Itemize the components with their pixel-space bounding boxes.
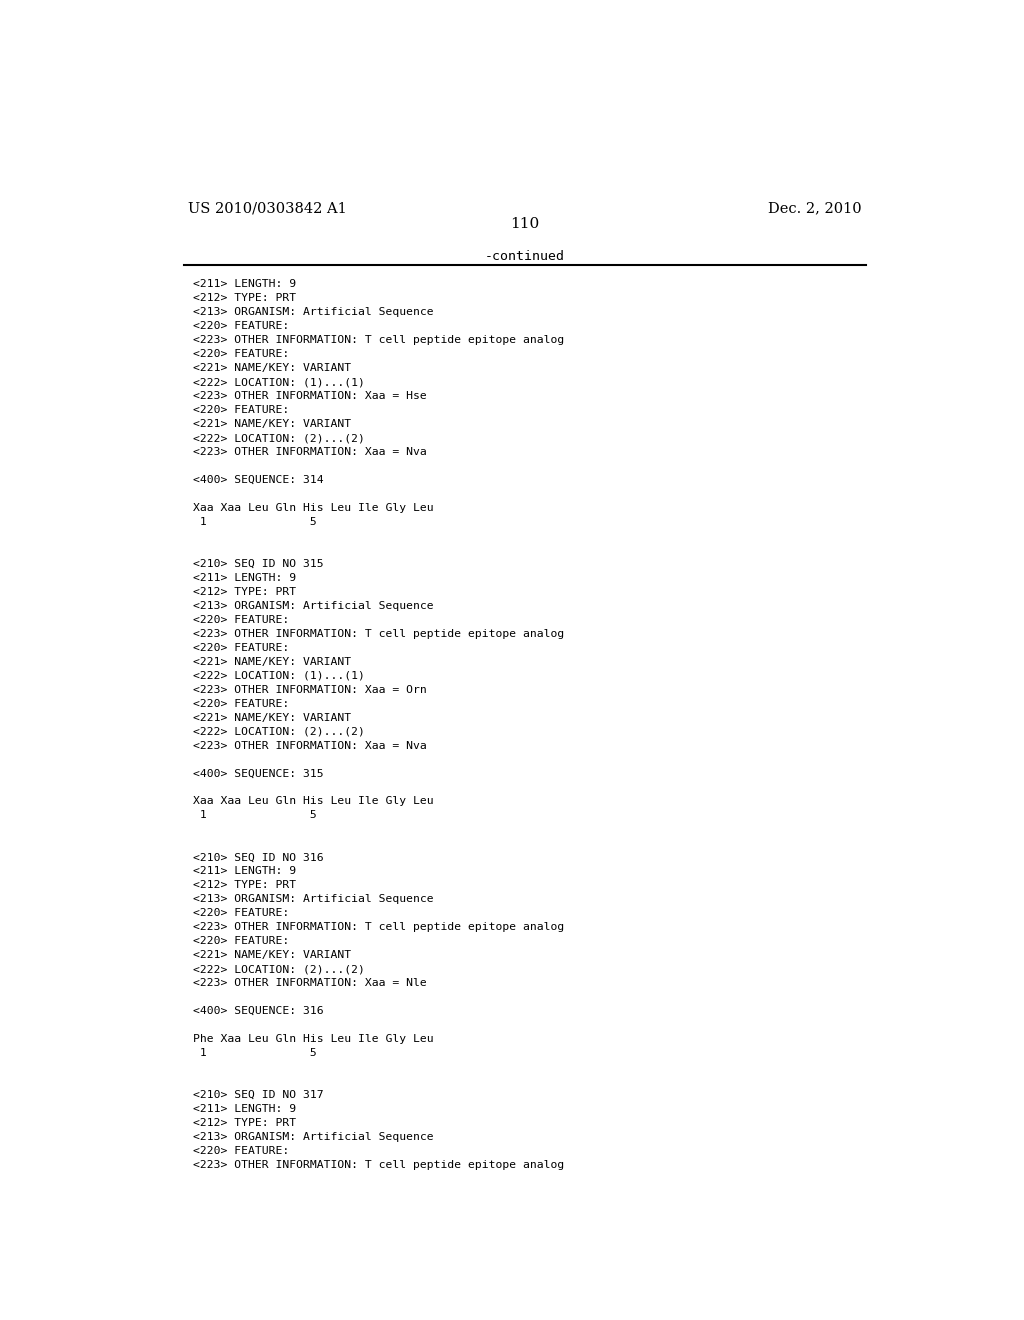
- Text: <212> TYPE: PRT: <212> TYPE: PRT: [194, 1118, 296, 1127]
- Text: <220> FEATURE:: <220> FEATURE:: [194, 698, 290, 709]
- Text: <223> OTHER INFORMATION: Xaa = Orn: <223> OTHER INFORMATION: Xaa = Orn: [194, 685, 427, 694]
- Text: <212> TYPE: PRT: <212> TYPE: PRT: [194, 880, 296, 890]
- Text: <211> LENGTH: 9: <211> LENGTH: 9: [194, 866, 296, 876]
- Text: <210> SEQ ID NO 315: <210> SEQ ID NO 315: [194, 558, 324, 569]
- Text: <220> FEATURE:: <220> FEATURE:: [194, 908, 290, 919]
- Text: <211> LENGTH: 9: <211> LENGTH: 9: [194, 573, 296, 583]
- Text: <210> SEQ ID NO 316: <210> SEQ ID NO 316: [194, 853, 324, 862]
- Text: <222> LOCATION: (1)...(1): <222> LOCATION: (1)...(1): [194, 671, 365, 681]
- Text: Dec. 2, 2010: Dec. 2, 2010: [768, 201, 862, 215]
- Text: 110: 110: [510, 218, 540, 231]
- Text: <220> FEATURE:: <220> FEATURE:: [194, 615, 290, 624]
- Text: <400> SEQUENCE: 316: <400> SEQUENCE: 316: [194, 1006, 324, 1016]
- Text: <212> TYPE: PRT: <212> TYPE: PRT: [194, 587, 296, 597]
- Text: <223> OTHER INFORMATION: T cell peptide epitope analog: <223> OTHER INFORMATION: T cell peptide …: [194, 1160, 564, 1170]
- Text: <223> OTHER INFORMATION: Xaa = Nva: <223> OTHER INFORMATION: Xaa = Nva: [194, 447, 427, 457]
- Text: <212> TYPE: PRT: <212> TYPE: PRT: [194, 293, 296, 304]
- Text: <222> LOCATION: (2)...(2): <222> LOCATION: (2)...(2): [194, 726, 365, 737]
- Text: <213> ORGANISM: Artificial Sequence: <213> ORGANISM: Artificial Sequence: [194, 894, 434, 904]
- Text: <211> LENGTH: 9: <211> LENGTH: 9: [194, 1104, 296, 1114]
- Text: <220> FEATURE:: <220> FEATURE:: [194, 350, 290, 359]
- Text: <400> SEQUENCE: 314: <400> SEQUENCE: 314: [194, 475, 324, 484]
- Text: <210> SEQ ID NO 317: <210> SEQ ID NO 317: [194, 1090, 324, 1100]
- Text: <220> FEATURE:: <220> FEATURE:: [194, 321, 290, 331]
- Text: -continued: -continued: [484, 249, 565, 263]
- Text: <220> FEATURE:: <220> FEATURE:: [194, 405, 290, 414]
- Text: <221> NAME/KEY: VARIANT: <221> NAME/KEY: VARIANT: [194, 420, 351, 429]
- Text: Xaa Xaa Leu Gln His Leu Ile Gly Leu: Xaa Xaa Leu Gln His Leu Ile Gly Leu: [194, 796, 434, 807]
- Text: <221> NAME/KEY: VARIANT: <221> NAME/KEY: VARIANT: [194, 363, 351, 374]
- Text: Xaa Xaa Leu Gln His Leu Ile Gly Leu: Xaa Xaa Leu Gln His Leu Ile Gly Leu: [194, 503, 434, 513]
- Text: 1               5: 1 5: [194, 810, 316, 821]
- Text: <220> FEATURE:: <220> FEATURE:: [194, 643, 290, 652]
- Text: <223> OTHER INFORMATION: T cell peptide epitope analog: <223> OTHER INFORMATION: T cell peptide …: [194, 923, 564, 932]
- Text: <213> ORGANISM: Artificial Sequence: <213> ORGANISM: Artificial Sequence: [194, 601, 434, 611]
- Text: US 2010/0303842 A1: US 2010/0303842 A1: [187, 201, 346, 215]
- Text: <221> NAME/KEY: VARIANT: <221> NAME/KEY: VARIANT: [194, 950, 351, 960]
- Text: <220> FEATURE:: <220> FEATURE:: [194, 1146, 290, 1156]
- Text: <223> OTHER INFORMATION: T cell peptide epitope analog: <223> OTHER INFORMATION: T cell peptide …: [194, 628, 564, 639]
- Text: <221> NAME/KEY: VARIANT: <221> NAME/KEY: VARIANT: [194, 656, 351, 667]
- Text: <221> NAME/KEY: VARIANT: <221> NAME/KEY: VARIANT: [194, 713, 351, 722]
- Text: <223> OTHER INFORMATION: Xaa = Nle: <223> OTHER INFORMATION: Xaa = Nle: [194, 978, 427, 989]
- Text: <223> OTHER INFORMATION: Xaa = Hse: <223> OTHER INFORMATION: Xaa = Hse: [194, 391, 427, 401]
- Text: <213> ORGANISM: Artificial Sequence: <213> ORGANISM: Artificial Sequence: [194, 308, 434, 317]
- Text: <222> LOCATION: (2)...(2): <222> LOCATION: (2)...(2): [194, 433, 365, 444]
- Text: <400> SEQUENCE: 315: <400> SEQUENCE: 315: [194, 768, 324, 779]
- Text: <220> FEATURE:: <220> FEATURE:: [194, 936, 290, 946]
- Text: <213> ORGANISM: Artificial Sequence: <213> ORGANISM: Artificial Sequence: [194, 1131, 434, 1142]
- Text: Phe Xaa Leu Gln His Leu Ile Gly Leu: Phe Xaa Leu Gln His Leu Ile Gly Leu: [194, 1034, 434, 1044]
- Text: <211> LENGTH: 9: <211> LENGTH: 9: [194, 280, 296, 289]
- Text: 1               5: 1 5: [194, 517, 316, 527]
- Text: <222> LOCATION: (2)...(2): <222> LOCATION: (2)...(2): [194, 964, 365, 974]
- Text: <223> OTHER INFORMATION: T cell peptide epitope analog: <223> OTHER INFORMATION: T cell peptide …: [194, 335, 564, 346]
- Text: <223> OTHER INFORMATION: Xaa = Nva: <223> OTHER INFORMATION: Xaa = Nva: [194, 741, 427, 751]
- Text: <222> LOCATION: (1)...(1): <222> LOCATION: (1)...(1): [194, 378, 365, 387]
- Text: 1               5: 1 5: [194, 1048, 316, 1059]
